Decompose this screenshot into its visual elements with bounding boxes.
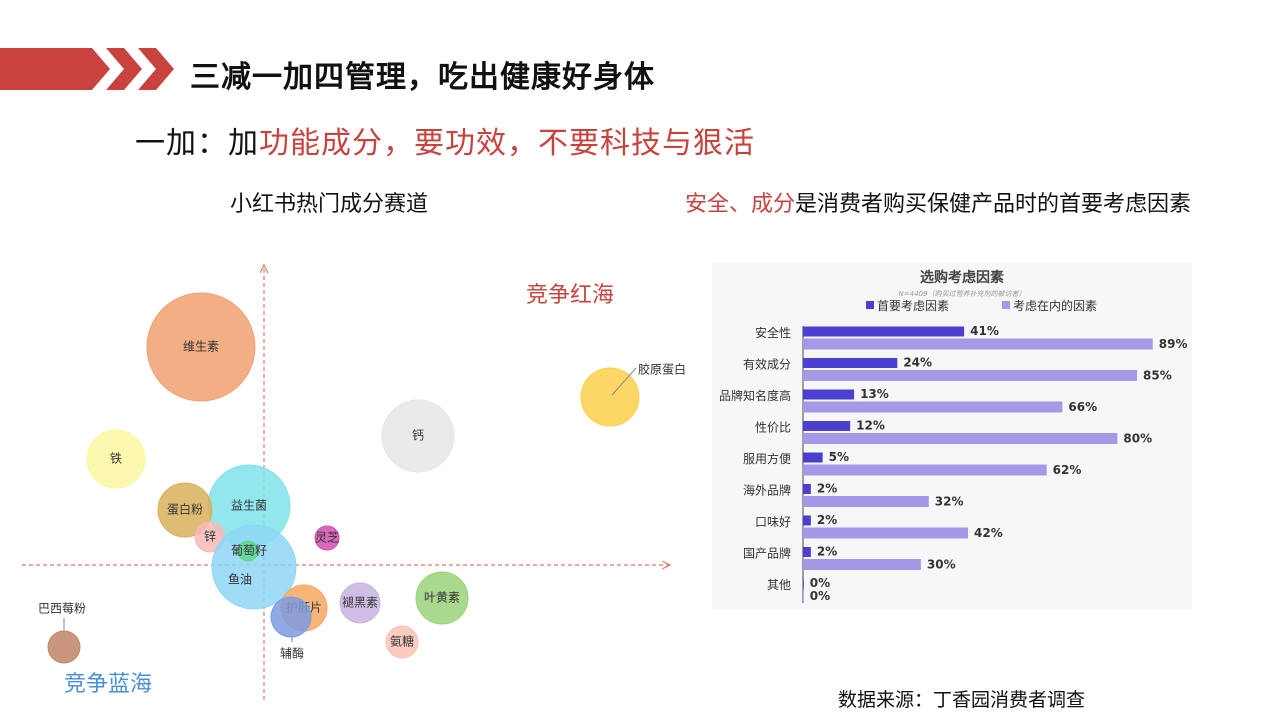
bar-secondary [803,496,929,507]
bar-primary-value: 0% [810,576,830,590]
bar-chart: 选购考虑因素 N=4409（购买过营养补充剂的被访者）首要考虑因素 考虑在内的因素安… [719,269,1188,603]
bar-chart-note: N=4409（购买过营养补充剂的被访者） [899,290,1026,298]
bar-secondary-value: 30% [927,558,956,572]
caption-rest: 是消费者购买保健产品时的首要考虑因素 [795,192,1192,217]
bar-primary [803,326,965,337]
bubble-13 [415,571,469,625]
bar-category-label: 国产品牌 [743,547,791,561]
bubble-label: 灵芝 [315,530,339,545]
bar-secondary [803,590,804,602]
bar-category-label: 口味好 [755,515,791,529]
bubble-0 [146,292,256,402]
legend-label-secondary: 考虑在内的因素 [1013,298,1097,313]
bar-primary [803,547,811,557]
bubble-14 [385,625,419,659]
legend-swatch-primary [866,301,874,309]
bubble-11 [270,596,312,638]
bar-primary-value: 13% [860,387,889,401]
bar-primary-value: 24% [903,356,932,370]
bar-primary-value: 5% [829,450,849,464]
bar-secondary [803,559,921,570]
bar-chart-caption: 安全、成分是消费者购买保健产品时的首要考虑因素 [685,186,1191,218]
bar-primary [803,358,898,368]
bubble-label: 褪黑素 [342,595,378,610]
bar-category-label: 安全性 [755,325,791,340]
subtitle-highlight: 功能成分，要功效，不要科技与狠活 [259,126,755,161]
bubble-8 [211,524,297,610]
bar-primary [803,389,855,400]
bar-primary [803,484,811,494]
bar-secondary-value: 66% [1068,400,1097,414]
bar-primary-value: 2% [817,482,837,496]
bar-secondary [803,433,1118,444]
bar-secondary [803,338,1153,350]
bubble-label: 蛋白粉 [167,502,203,517]
bar-primary-value: 2% [817,513,837,527]
bubble-label: 铁 [110,452,122,466]
bar-secondary-value: 42% [974,526,1003,540]
bar-secondary-value: 89% [1159,337,1188,351]
bubble-15 [47,630,81,664]
bubble-label: 益生菌 [231,499,267,513]
bubble-label: 葡萄籽 [231,544,267,558]
bubble-9 [237,540,259,562]
legend-label-primary: 首要考虑因素 [877,299,949,313]
subtitle-prefix: 一加：加 [135,126,259,161]
bar-chart-title: 选购考虑因素 [920,269,1004,286]
bubble-label: 钙 [412,429,424,443]
bubble-chart: 竞争红海竞争蓝海维生素胶原蛋白钙铁益生菌蛋白粉锌灵芝鱼油葡萄籽护肝片辅酶褪黑素叶… [22,250,686,700]
bar-primary-value: 12% [856,419,885,433]
legend-swatch-secondary [1002,301,1010,309]
caption-highlight: 安全、成分 [685,192,796,217]
bar-secondary [803,370,1138,381]
bar-secondary [803,527,969,539]
bar-secondary-value: 0% [810,589,830,603]
bubble-label: 叶黄素 [424,591,460,605]
bar-category-label: 服用方便 [743,451,791,466]
bar-secondary-value: 80% [1123,432,1152,446]
bar-primary [803,578,804,589]
title-banner [0,48,174,90]
bar-primary-value: 2% [817,545,837,559]
page-title: 三减一加四管理，吃出健康好身体 [190,60,655,95]
bubble-label: 胶原蛋白 [638,362,686,377]
bar-secondary-value: 85% [1143,369,1172,383]
bubble-label: 鱼油 [228,573,252,587]
bar-secondary-value: 62% [1053,463,1082,477]
bubble-2 [381,399,455,473]
bubble-label: 辅酶 [280,646,304,661]
bar-secondary [803,401,1063,413]
quadrant-label-red-sea: 竞争红海 [526,283,614,308]
bar-primary [803,421,851,431]
bar-category-label: 品牌知名度高 [719,388,791,403]
quadrant-label-blue-sea: 竞争蓝海 [64,672,152,697]
bar-category-label: 其他 [767,578,791,592]
bubble-3 [86,429,146,489]
bubble-7 [314,525,340,551]
bubble-label: 锌 [204,530,216,544]
bubble-5 [157,482,213,538]
bar-secondary [803,464,1047,476]
page-subtitle: 一加：加功能成分，要功效，不要科技与狠活 [135,118,755,162]
bar-primary-value: 41% [970,324,999,338]
bar-category-label: 海外品牌 [743,483,791,498]
bubble-chart-caption: 小红书热门成分赛道 [230,192,429,217]
bar-secondary-value: 32% [935,495,964,509]
data-source: 数据来源：丁香园消费者调查 [838,689,1086,711]
bubble-1 [580,367,640,427]
bubble-label: 维生素 [183,340,219,354]
bar-primary [803,515,811,526]
bubble-leader-line [611,367,637,396]
bar-category-label: 性价比 [755,421,791,435]
bar-category-label: 有效成分 [743,357,791,372]
bar-primary [803,452,823,463]
bubble-12 [339,582,381,624]
bubble-label: 巴西莓粉 [38,602,86,616]
bubble-label: 氨糖 [390,634,414,649]
